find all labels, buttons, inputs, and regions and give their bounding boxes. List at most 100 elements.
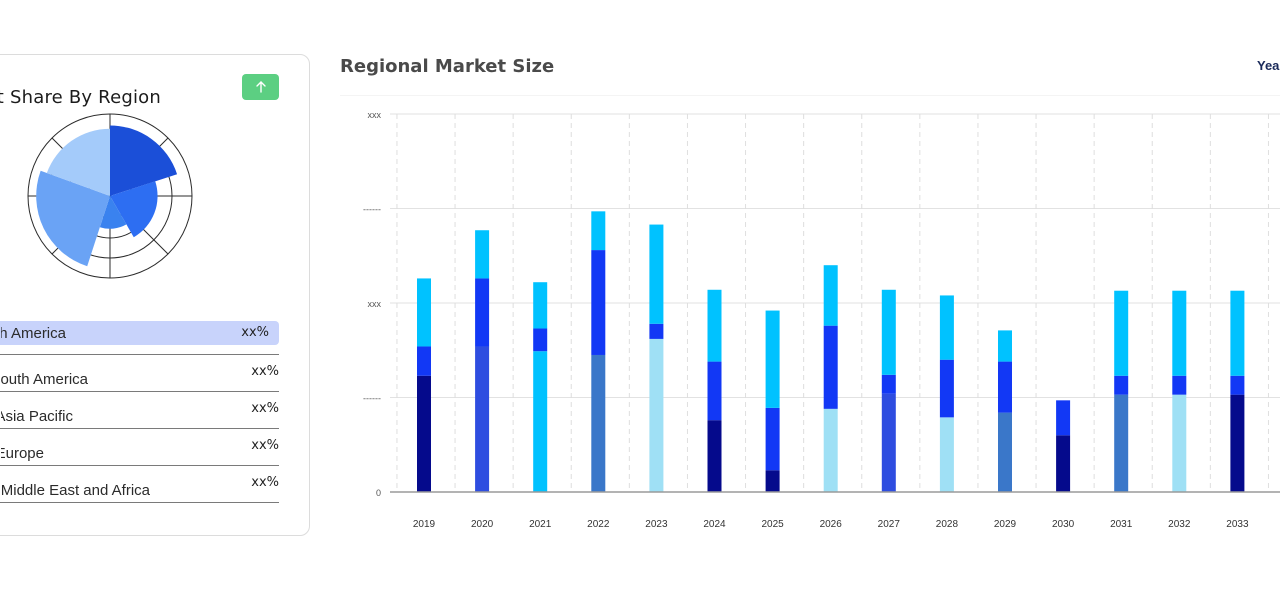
bar-segment[interactable]	[765, 407, 780, 471]
bar-segment[interactable]	[417, 346, 431, 376]
y-tick-label: ------	[363, 205, 381, 215]
polar-segment[interactable]	[36, 170, 110, 267]
bar-2026[interactable]	[823, 265, 838, 492]
bar-segment[interactable]	[707, 289, 722, 362]
region-name: Europe	[1, 445, 44, 462]
region-share-value: xx%	[251, 438, 279, 453]
bar-2023[interactable]	[649, 224, 664, 492]
x-tick-label: 2019	[413, 519, 436, 530]
bar-2019[interactable]	[417, 278, 431, 492]
region-name: South America	[1, 371, 88, 388]
region-name-clip: South America	[1, 371, 88, 389]
bar-segment[interactable]	[591, 250, 606, 355]
bar-segment[interactable]	[1172, 290, 1187, 376]
region-row[interactable]: Middle East and Africa xx%	[0, 466, 279, 503]
bar-segment[interactable]	[475, 230, 490, 279]
region-name-clip: Middle East and Africa	[1, 482, 150, 500]
bar-2030[interactable]	[1056, 400, 1071, 492]
bar-segment[interactable]	[533, 282, 548, 329]
polar-segment[interactable]	[99, 196, 127, 229]
bar-segment[interactable]	[823, 408, 838, 492]
y-tick-label: xxx	[368, 110, 382, 120]
bar-segment[interactable]	[881, 393, 896, 492]
region-name: Asia Pacific	[1, 408, 73, 425]
bar-segment[interactable]	[475, 278, 490, 347]
region-share-value: xx%	[241, 325, 269, 340]
region-row[interactable]: Europe xx%	[0, 429, 279, 466]
year-filter-label[interactable]: Year	[1257, 58, 1280, 73]
bar-2033[interactable]	[1230, 290, 1245, 492]
x-tick-label: 2027	[878, 519, 901, 530]
market-share-card: Market Share By Region North Americaxx%S…	[0, 54, 310, 536]
bar-segment[interactable]	[533, 351, 548, 492]
bar-2024[interactable]	[707, 289, 722, 492]
bar-2021[interactable]	[533, 282, 548, 492]
bar-segment[interactable]	[649, 338, 664, 492]
bar-2031[interactable]	[1114, 290, 1129, 492]
bar-segment[interactable]	[765, 470, 780, 492]
bar-segment[interactable]	[823, 325, 838, 409]
bar-segment[interactable]	[998, 361, 1012, 413]
scroll-up-button[interactable]	[242, 74, 279, 100]
polar-segment[interactable]	[110, 181, 158, 238]
region-row[interactable]: North America xx%	[0, 320, 279, 355]
bar-2032[interactable]	[1172, 290, 1187, 492]
bar-2028[interactable]	[939, 295, 954, 492]
bar-segment[interactable]	[1172, 375, 1187, 395]
y-tick-label: xxx	[368, 299, 382, 309]
bar-segment[interactable]	[707, 361, 722, 421]
bar-2029[interactable]	[998, 330, 1012, 492]
bar-segment[interactable]	[533, 328, 548, 352]
bar-segment[interactable]	[1114, 375, 1129, 395]
x-tick-label: 2021	[529, 519, 552, 530]
y-tick-label: 0	[376, 488, 381, 498]
x-tick-label: 2028	[936, 519, 959, 530]
bar-2020[interactable]	[475, 230, 490, 492]
bar-segment[interactable]	[881, 289, 896, 375]
bar-segment[interactable]	[475, 346, 490, 492]
bar-2022[interactable]	[591, 211, 606, 492]
bar-segment[interactable]	[998, 412, 1012, 492]
bar-segment[interactable]	[881, 374, 896, 394]
bar-segment[interactable]	[939, 359, 954, 418]
region-row[interactable]: South America xx%	[0, 355, 279, 392]
selected-highlight	[0, 321, 279, 345]
bar-segment[interactable]	[939, 417, 954, 492]
chart-title: Regional Market Size	[340, 56, 555, 77]
region-name-clip: North America	[1, 325, 66, 343]
bar-segment[interactable]	[591, 211, 606, 251]
bar-segment[interactable]	[1230, 394, 1245, 492]
region-name-clip: Asia Pacific	[1, 408, 73, 426]
region-name: North America	[1, 325, 66, 342]
bar-segment[interactable]	[649, 323, 664, 339]
bar-segment[interactable]	[1114, 290, 1129, 376]
bar-segment[interactable]	[1230, 375, 1245, 395]
bar-segment[interactable]	[417, 278, 431, 347]
region-share-value: xx%	[251, 401, 279, 416]
bar-segment[interactable]	[1114, 394, 1129, 492]
bar-segment[interactable]	[417, 375, 431, 492]
polar-area-chart	[27, 113, 193, 279]
bar-segment[interactable]	[1056, 400, 1071, 436]
bar-segment[interactable]	[765, 310, 780, 408]
bar-segment[interactable]	[649, 224, 664, 324]
bar-segment[interactable]	[707, 420, 722, 492]
polar-segment[interactable]	[46, 128, 110, 196]
x-tick-label: 2020	[471, 519, 494, 530]
x-tick-label: 2026	[820, 519, 843, 530]
bar-2025[interactable]	[765, 310, 780, 492]
bar-segment[interactable]	[1172, 394, 1187, 492]
bar-segment[interactable]	[823, 265, 838, 326]
bar-segment[interactable]	[1056, 435, 1071, 492]
region-name-clip: Europe	[1, 445, 44, 463]
bar-segment[interactable]	[591, 354, 606, 492]
x-tick-label: 2022	[587, 519, 610, 530]
x-tick-label: 2032	[1168, 519, 1191, 530]
polar-segment[interactable]	[110, 125, 178, 196]
bar-segment[interactable]	[939, 295, 954, 360]
bar-segment[interactable]	[998, 330, 1012, 362]
bar-2027[interactable]	[881, 289, 896, 492]
x-tick-label: 2024	[703, 519, 726, 530]
region-row[interactable]: Asia Pacific xx%	[0, 392, 279, 429]
bar-segment[interactable]	[1230, 290, 1245, 376]
